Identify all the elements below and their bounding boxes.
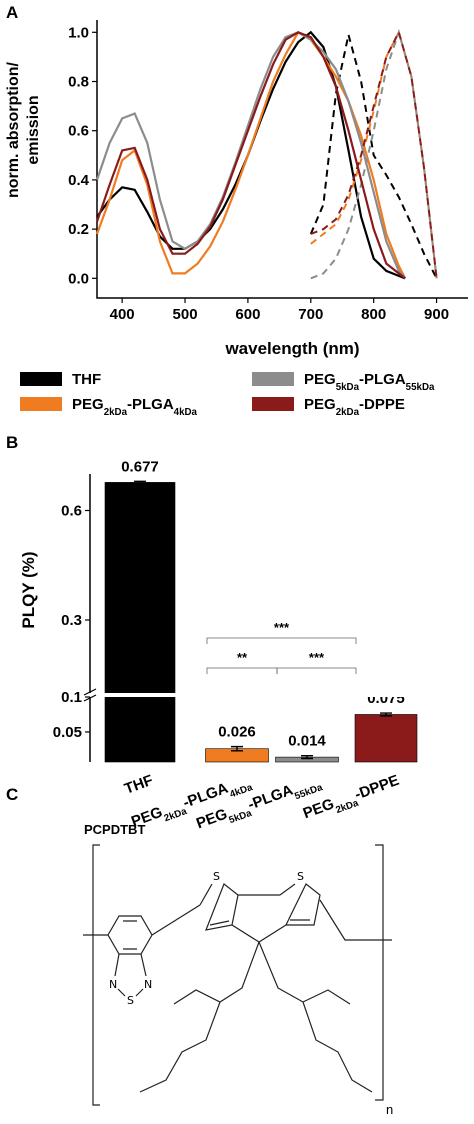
legend-label: THF bbox=[72, 371, 101, 388]
y-tick-label: 0.0 bbox=[68, 270, 89, 287]
legend-swatch bbox=[20, 397, 62, 411]
value-label: 0.014 bbox=[288, 733, 326, 750]
axis-break-mark bbox=[83, 688, 97, 702]
emission-line bbox=[310, 29, 438, 279]
y-axis-label: emission bbox=[25, 95, 42, 164]
y-axis-label: norm. absorption/ bbox=[5, 61, 22, 198]
legend-swatch bbox=[252, 397, 294, 411]
subscript: 55kDa bbox=[406, 382, 435, 393]
y-tick-label: 0.1 bbox=[61, 689, 82, 706]
value-label: 0.677 bbox=[121, 458, 159, 475]
y-tick-label: 0.3 bbox=[61, 612, 82, 629]
absorption-line bbox=[95, 31, 406, 280]
x-tick-label: 500 bbox=[173, 306, 198, 323]
panel-label: A bbox=[6, 3, 18, 22]
text-part: PEG bbox=[72, 396, 104, 413]
significance-label: *** bbox=[309, 650, 325, 665]
atom-label: N bbox=[109, 978, 117, 991]
panel-label: C bbox=[6, 785, 18, 804]
x-tick-label: 400 bbox=[110, 306, 135, 323]
y-tick-label: 0.8 bbox=[68, 74, 89, 91]
subscript: 2kDa bbox=[104, 407, 128, 418]
repeat-index: n bbox=[386, 1102, 393, 1117]
x-tick-label: PEG2kDa-DPPE bbox=[301, 772, 403, 827]
y-tick-label: 0.2 bbox=[68, 221, 89, 238]
text-part: PEG bbox=[129, 804, 165, 831]
panel-label: B bbox=[6, 433, 18, 452]
absorption-line bbox=[96, 30, 406, 280]
significance-bracket bbox=[206, 667, 278, 674]
error-bar bbox=[301, 755, 313, 760]
subscript: 2kDa bbox=[336, 407, 360, 418]
bracket bbox=[92, 844, 384, 1106]
bonds bbox=[83, 883, 392, 1093]
legend-swatch bbox=[20, 372, 62, 386]
significance-bracket bbox=[276, 667, 357, 674]
text-part: -PLGA bbox=[246, 782, 296, 814]
x-tick-label: 800 bbox=[361, 306, 386, 323]
error-bar bbox=[134, 480, 146, 485]
emission-line bbox=[310, 28, 438, 280]
y-tick-label: 0.4 bbox=[68, 172, 90, 189]
axis bbox=[96, 20, 468, 299]
value-label: 0.026 bbox=[218, 724, 256, 741]
atom-label: N bbox=[144, 978, 152, 991]
x-tick-label: 600 bbox=[235, 306, 260, 323]
significance-label: ** bbox=[237, 650, 248, 665]
legend-swatch bbox=[252, 372, 294, 386]
subscript: 5kDa bbox=[336, 382, 360, 393]
bar bbox=[104, 482, 176, 763]
text-part: PEG bbox=[304, 371, 336, 388]
significance-label: *** bbox=[274, 620, 290, 635]
y-tick-label: 0.6 bbox=[68, 123, 89, 140]
emission-line bbox=[310, 29, 438, 279]
x-tick-label: THF bbox=[122, 772, 155, 798]
text-part: -DPPE bbox=[359, 396, 405, 413]
y-tick-label: 1.0 bbox=[68, 24, 89, 41]
text-part: PEG bbox=[301, 795, 337, 822]
atom-label: S bbox=[213, 870, 220, 883]
text-part: -PLGA bbox=[359, 371, 406, 388]
error-bar bbox=[380, 712, 392, 717]
text-part: PEG bbox=[194, 806, 230, 833]
absorption-line bbox=[95, 31, 406, 280]
structure-name: PCPDTBT bbox=[84, 822, 145, 837]
y-tick-label: 0.6 bbox=[61, 503, 82, 520]
legend-label: PEG5kDa-PLGA55kDa bbox=[304, 371, 435, 393]
significance-bracket bbox=[206, 637, 357, 644]
y-axis-label: PLQY (%) bbox=[19, 551, 38, 628]
legend-label: PEG2kDa-PLGA4kDa bbox=[72, 396, 198, 418]
text-part: PEG bbox=[304, 396, 336, 413]
legend-label: PEG2kDa-DPPE bbox=[304, 396, 405, 418]
x-axis-label: wavelength (nm) bbox=[224, 339, 359, 358]
axis-break-gap bbox=[82, 693, 455, 697]
emission-line bbox=[309, 34, 438, 279]
subscript: 4kDa bbox=[174, 407, 198, 418]
x-tick-label: 700 bbox=[298, 306, 323, 323]
atom-label: S bbox=[297, 870, 304, 883]
atom-label: S bbox=[127, 994, 134, 1007]
bar bbox=[354, 714, 418, 763]
value-label: 0.075 bbox=[367, 690, 405, 707]
y-tick-label: 0.05 bbox=[53, 724, 82, 741]
structure: PCPDTBT n S S N S N bbox=[83, 822, 393, 1117]
x-tick-label: 900 bbox=[424, 306, 449, 323]
absorption-line bbox=[95, 30, 407, 279]
error-bar bbox=[231, 745, 243, 752]
text-part: -DPPE bbox=[352, 772, 401, 804]
text-part: -PLGA bbox=[127, 396, 174, 413]
